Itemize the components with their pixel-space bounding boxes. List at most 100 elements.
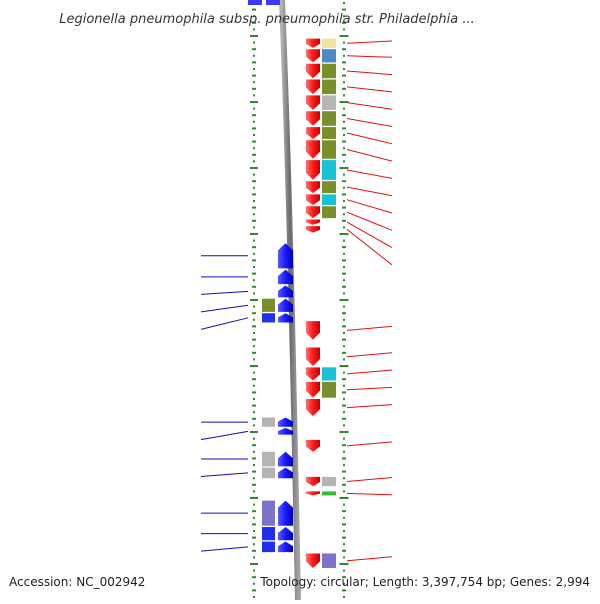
tick-mark-left xyxy=(252,325,256,328)
tick-mark-right xyxy=(342,153,346,156)
forward-leader-line xyxy=(346,228,393,266)
tick-mark-right xyxy=(342,312,346,315)
tick-mark-right xyxy=(339,431,349,433)
forward-leader-line xyxy=(346,169,393,179)
reverse-gene-arrow xyxy=(248,0,262,5)
tick-mark-left xyxy=(250,101,258,103)
tick-mark-left xyxy=(253,477,255,480)
forward-gene-arrow xyxy=(306,439,320,452)
tick-mark-left xyxy=(250,233,258,235)
forward-gene-arrow xyxy=(306,49,320,63)
tick-mark-left xyxy=(253,120,255,123)
tick-mark-right xyxy=(343,450,345,453)
tick-mark-right xyxy=(342,338,346,341)
tick-mark-left xyxy=(253,134,255,136)
tick-mark-left xyxy=(253,213,255,216)
tick-mark-right xyxy=(343,134,345,136)
tick-mark-left xyxy=(252,457,256,460)
tick-mark-right xyxy=(343,569,345,572)
tick-mark-left xyxy=(253,239,255,242)
tick-mark-right xyxy=(339,365,349,367)
tick-mark-right xyxy=(343,120,345,123)
tick-mark-left xyxy=(252,589,256,592)
forward-leader-line xyxy=(346,70,393,76)
tick-mark-left xyxy=(252,114,256,117)
tick-mark-left xyxy=(252,153,256,156)
tick-mark-right xyxy=(342,21,346,24)
tick-mark-right xyxy=(339,299,349,301)
tick-mark-left xyxy=(250,299,258,301)
tick-mark-left xyxy=(253,516,255,519)
tick-mark-right xyxy=(343,200,345,202)
cog-category-box xyxy=(262,451,275,467)
tick-mark-right xyxy=(343,239,345,242)
tick-mark-right xyxy=(342,417,346,420)
tick-mark-left xyxy=(252,61,256,64)
tick-mark-left xyxy=(252,470,256,473)
reverse-gene-arrow xyxy=(278,285,293,298)
forward-leader-line xyxy=(346,132,393,145)
tick-mark-right xyxy=(343,582,345,585)
tick-mark-right xyxy=(343,464,345,466)
tick-mark-right xyxy=(342,272,346,275)
cog-category-box xyxy=(322,194,336,205)
tick-mark-right xyxy=(343,213,345,216)
forward-gene-arrow xyxy=(306,226,320,233)
tick-mark-left xyxy=(252,351,256,354)
tick-mark-right xyxy=(343,411,345,414)
reverse-leader-line xyxy=(200,430,249,441)
forward-gene-arrow xyxy=(306,79,320,95)
cog-category-box xyxy=(322,63,336,79)
tick-mark-right xyxy=(342,259,346,262)
reverse-gene-arrow xyxy=(278,417,293,427)
tick-mark-left xyxy=(253,147,255,150)
tick-mark-left xyxy=(253,437,255,440)
cog-category-box xyxy=(262,467,275,479)
forward-gene-arrow xyxy=(306,476,320,487)
tick-mark-left xyxy=(253,543,255,546)
backbone-layer xyxy=(279,0,301,601)
tick-mark-right xyxy=(339,35,349,37)
tick-mark-right xyxy=(343,345,345,348)
tick-mark-left xyxy=(252,444,256,447)
tick-mark-right xyxy=(343,305,345,308)
tick-mark-right xyxy=(342,391,346,394)
forward-leader-line xyxy=(346,86,393,93)
reverse-gene-arrow xyxy=(278,451,293,467)
tick-mark-left xyxy=(252,219,256,222)
cog-category-box xyxy=(322,553,336,568)
forward-leader-line xyxy=(346,404,393,409)
tick-mark-right xyxy=(343,15,345,18)
tick-mark-left xyxy=(252,193,256,196)
tick-mark-right xyxy=(343,543,345,546)
reverse-gene-arrow xyxy=(278,527,293,541)
cog-category-box xyxy=(322,381,336,398)
cog-category-box xyxy=(262,417,275,427)
reverse-leader-line xyxy=(200,472,249,478)
reverse-gene-arrow xyxy=(278,298,293,312)
tick-mark-left xyxy=(252,285,256,288)
tick-mark-left xyxy=(252,127,256,130)
cog-category-box xyxy=(262,500,275,526)
forward-leader-line xyxy=(346,149,393,162)
tick-mark-right xyxy=(343,279,345,282)
tick-mark-left xyxy=(252,483,256,486)
tick-mark-right xyxy=(339,563,349,565)
reverse-gene-arrow xyxy=(278,269,293,285)
tick-mark-right xyxy=(342,285,346,288)
tick-mark-right xyxy=(342,140,346,143)
tick-mark-right xyxy=(342,74,346,77)
tick-mark-left xyxy=(253,68,255,70)
forward-gene-arrow xyxy=(306,111,320,126)
tick-mark-right xyxy=(342,549,346,552)
cog-category-box xyxy=(322,140,336,159)
forward-leader-line xyxy=(346,352,393,358)
accession-label: Accession: NC_002942 xyxy=(9,575,145,589)
tick-mark-right xyxy=(343,160,345,163)
forward-gene-arrow xyxy=(306,399,320,417)
tick-mark-left xyxy=(252,523,256,526)
tick-mark-left xyxy=(253,266,255,268)
tick-mark-left xyxy=(253,345,255,348)
